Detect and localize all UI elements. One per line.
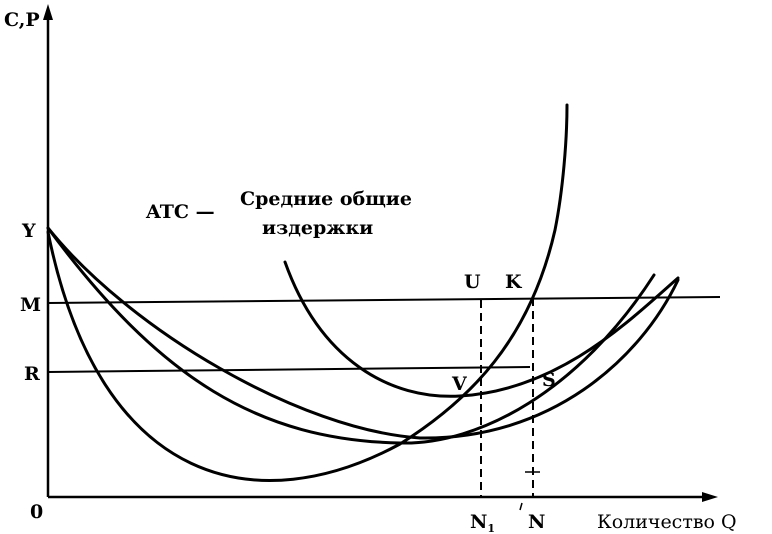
y-mark-r: R: [24, 363, 40, 385]
axes: [43, 4, 718, 502]
average-variable-cost-curve: [46, 226, 656, 445]
y-mark-m: M: [20, 294, 41, 316]
x-axis-arrow: [702, 492, 718, 502]
average-total-cost-curve: [283, 260, 680, 398]
caption-line1: Средние общие: [240, 188, 412, 210]
marginal-cost-curve: [46, 103, 569, 482]
caption-line2: издержки: [262, 217, 373, 239]
point-label-k: K: [505, 271, 523, 293]
caption-abbr: ATC —: [145, 201, 215, 223]
point-label-s: S: [542, 369, 556, 391]
point-label-v: V: [451, 373, 468, 395]
point-label-u: U: [464, 271, 481, 293]
level-line-m: [47, 296, 721, 304]
y-axis-label: C,P: [4, 9, 40, 31]
x-axis-label: Количество Q: [597, 511, 737, 533]
x-mark-n: N: [528, 511, 545, 533]
y-mark-y: Y: [21, 220, 36, 242]
small-tick-near-n: [519, 502, 523, 511]
origin-label: 0: [30, 501, 43, 523]
y-axis-arrow: [43, 4, 53, 20]
level-line-r: [47, 366, 531, 373]
fourth-cost-curve: [46, 226, 680, 440]
x-mark-n1: N1: [470, 511, 495, 534]
